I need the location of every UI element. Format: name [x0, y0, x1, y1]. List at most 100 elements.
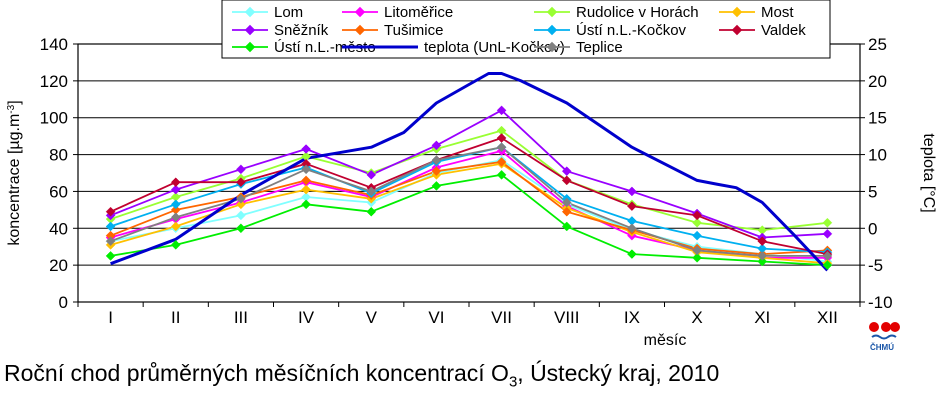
y2-tick-label: -10: [868, 293, 893, 312]
legend-marker: [546, 41, 558, 53]
y2-tick-label: 5: [868, 182, 877, 201]
data-point: [236, 199, 246, 210]
data-point: [431, 140, 442, 151]
chart-caption: Roční chod průměrných měsíčních koncentr…: [4, 360, 720, 391]
x-tick-label: XI: [754, 308, 770, 327]
data-point: [236, 193, 246, 204]
legend-item: Ústí n.L.-město: [232, 39, 376, 56]
legend-label: Teplice: [576, 39, 623, 56]
data-point: [496, 142, 507, 153]
chmu-logo: ČHMÚ: [869, 322, 900, 352]
data-point: [170, 221, 181, 232]
legend: Lom Litoměřice Rudolice v Horách Most Sněžní…: [221, 0, 831, 59]
x-axis-ticks: I II III IV V VI VII VIII IX X XI XII: [77, 302, 861, 327]
logo-left-dot-icon: [869, 322, 879, 332]
data-point: [366, 206, 377, 217]
y2-tick-label: 20: [868, 72, 887, 91]
data-point: [822, 217, 833, 228]
logo-right-dot-icon: [890, 322, 900, 332]
data-point: [301, 164, 311, 175]
legend-item: Most: [719, 4, 794, 21]
data-point: [236, 223, 246, 234]
y-tick-label: 0: [59, 293, 68, 312]
legend-item: Tušimice: [342, 22, 443, 39]
gridlines: [78, 80, 860, 266]
y2-tick-label: 0: [868, 219, 877, 238]
data-point: [627, 201, 637, 212]
data-point: [692, 210, 702, 221]
y-axis-ticks: 0 20 40 60 80 100 120 140: [40, 35, 78, 312]
x-tick-label: IV: [298, 308, 315, 327]
legend-marker: [354, 6, 366, 18]
legend-marker: [244, 24, 256, 36]
y2-tick-label: 15: [868, 109, 887, 128]
legend-box: [221, 0, 831, 59]
data-point: [105, 221, 116, 232]
data-point: [822, 251, 833, 261]
legend-item: Litoměřice: [342, 4, 453, 21]
data-point: [757, 251, 768, 261]
data-point: [301, 184, 311, 195]
legend-marker: [546, 24, 558, 36]
data-point: [366, 186, 377, 197]
data-point: [105, 206, 116, 217]
data-point: [692, 245, 702, 256]
legend-item: Rudolice v Horách: [534, 4, 699, 21]
y2-axis-title: teplota [°C]: [920, 133, 937, 212]
data-point: [496, 105, 507, 116]
data-point: [105, 251, 116, 261]
data-point: [431, 181, 442, 191]
legend-item: Sněžník: [232, 22, 329, 39]
data-point: [692, 252, 702, 263]
legend-label: Rudolice v Horách: [576, 4, 699, 21]
logo-text: ČHMÚ: [870, 343, 894, 352]
data-point: [627, 186, 637, 197]
data-point: [692, 230, 702, 241]
data-point: [170, 184, 181, 195]
series-line: [110, 137, 828, 255]
legend-item: Ústí n.L.-Kočkov: [534, 22, 687, 39]
x-tick-label: VII: [491, 308, 512, 327]
legend-label: Most: [761, 4, 794, 21]
data-point: [170, 199, 181, 210]
legend-label: Lom: [274, 4, 303, 21]
data-point: [496, 157, 507, 167]
data-point: [561, 175, 572, 186]
x-tick-label: V: [366, 308, 378, 327]
y-tick-label: 80: [49, 146, 68, 165]
x-axis-title: měsíc: [644, 332, 687, 349]
legend-marker: [731, 24, 743, 36]
y2-axis-ticks: -10 -5 0 5 10 15 20 25: [860, 35, 893, 312]
legend-label: Ústí n.L.-Kočkov: [576, 22, 687, 39]
series-line: [110, 161, 828, 255]
data-point: [236, 164, 246, 175]
y2-tick-label: -5: [868, 256, 883, 275]
data-point: [431, 166, 442, 177]
legend-label: Tušimice: [384, 22, 443, 39]
x-tick-label: VIII: [554, 308, 580, 327]
legend-marker: [244, 41, 256, 53]
x-tick-label: I: [108, 308, 113, 327]
data-point: [496, 133, 507, 143]
data-point: [236, 177, 246, 188]
data-point: [561, 197, 572, 208]
legend-label: Sněžník: [274, 22, 329, 39]
data-point: [757, 256, 768, 267]
x-tick-label: VI: [428, 308, 444, 327]
data-point: [366, 169, 377, 180]
legend-label: Valdek: [761, 22, 806, 39]
data-point: [496, 169, 507, 180]
data-point: [757, 236, 768, 247]
series-lines: [110, 72, 829, 272]
logo-center-dot-icon: [881, 322, 891, 332]
legend-item: Lom: [232, 4, 303, 21]
x-tick-label: XII: [817, 308, 838, 327]
legend-label: Ústí n.L.-město: [274, 39, 376, 56]
plot-area-border: [77, 43, 861, 303]
y-tick-label: 20: [49, 256, 68, 275]
data-point: [822, 228, 833, 239]
series-line: [110, 162, 828, 265]
legend-item: Teplice: [534, 39, 623, 56]
x-tick-label: X: [691, 308, 702, 327]
